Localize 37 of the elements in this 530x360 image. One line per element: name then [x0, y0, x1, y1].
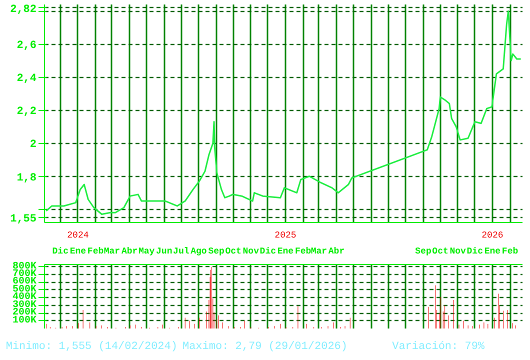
x-tick-label: Oct [225, 246, 242, 256]
text: 2025 [274, 230, 296, 240]
x-tick-label: Ene [70, 246, 86, 256]
text: 2026 [482, 230, 504, 240]
x-tick-label: Abr [121, 246, 138, 256]
x-tick-label: Feb [502, 246, 518, 256]
x-tick-label: Dic [52, 246, 68, 256]
x-tick-label: Jul [173, 246, 190, 256]
x-tick-label: Feb [294, 246, 312, 256]
x-tick-label: Sep [415, 246, 432, 256]
x-tick-label: Sep [208, 246, 224, 256]
text: 2024 [67, 230, 89, 240]
x-tick-label: Dic [466, 246, 483, 256]
x-tick-label: Ene [484, 246, 501, 256]
x-tick-label: May [138, 246, 156, 256]
x-tick-label: Nov [242, 246, 260, 256]
y-tick-label: 2,82 [10, 4, 36, 16]
x-tick-label: Mar [104, 246, 120, 256]
y-tick-label: 2,2 [16, 106, 37, 118]
x-tick-label: Nov [450, 246, 467, 256]
x-tick-label: Ago [190, 246, 207, 256]
text: Maximo: 2,79 (29/01/2026) [181, 340, 348, 355]
text: Variación: 79% [391, 340, 486, 355]
y-tick-label: 2,4 [16, 73, 37, 86]
y-tick-label: 2 [30, 139, 37, 152]
x-tick-label: Abr [328, 246, 345, 256]
y-tick-label: 2,6 [16, 40, 37, 52]
y-tick-label: 1,8 [16, 172, 37, 184]
x-tick-label: Feb [87, 246, 104, 256]
x-tick-label: Oct [432, 246, 448, 256]
x-tick-label: Jun [156, 246, 172, 256]
x-tick-label: Dic [260, 246, 276, 256]
x-tick-label: Ene [277, 246, 294, 256]
y-tick-label: 1,55 [10, 214, 37, 226]
x-tick-label: Mar [310, 246, 328, 256]
line-series [45, 10, 522, 215]
text: Minimo: 1,555 (14/02/2024) [5, 340, 178, 355]
